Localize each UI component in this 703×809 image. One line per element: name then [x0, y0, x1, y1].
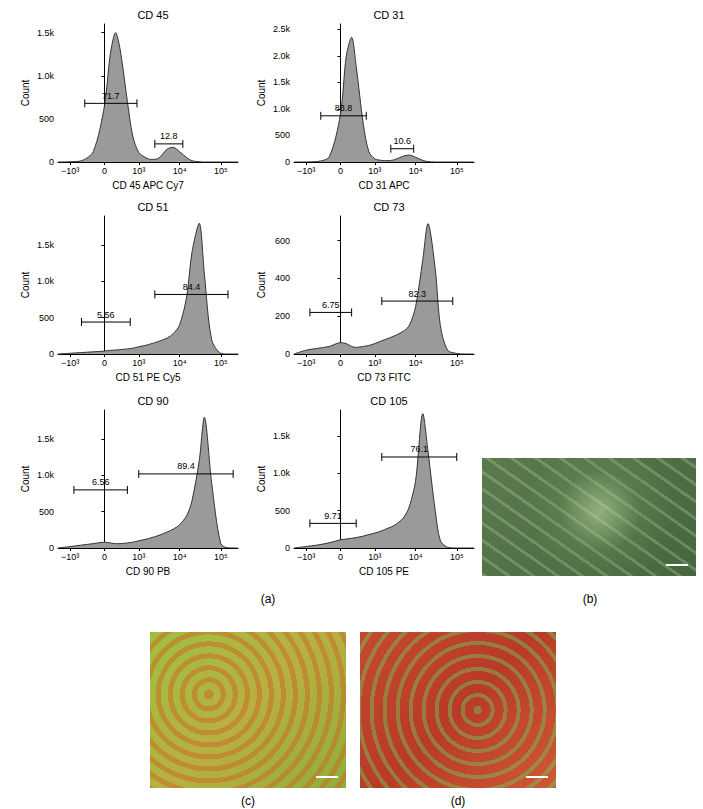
svg-text:82.3: 82.3: [409, 289, 427, 299]
svg-text:71.7: 71.7: [102, 91, 120, 101]
svg-text:CD 51 PE Cy5: CD 51 PE Cy5: [115, 372, 180, 383]
svg-text:1.5k: 1.5k: [273, 431, 291, 441]
svg-text:10³: 10³: [368, 552, 381, 562]
svg-text:Count: Count: [256, 465, 267, 492]
svg-text:10⁵: 10⁵: [450, 166, 464, 176]
svg-text:10⁴: 10⁴: [173, 358, 187, 368]
svg-text:76.1: 76.1: [411, 444, 429, 454]
svg-text:500: 500: [39, 507, 54, 517]
svg-text:CD 45 APC Cy7: CD 45 APC Cy7: [112, 180, 184, 191]
svg-text:0: 0: [338, 358, 343, 368]
svg-text:Count: Count: [256, 271, 267, 298]
svg-text:−10³: −10³: [61, 358, 79, 368]
svg-text:Count: Count: [20, 79, 31, 106]
svg-text:0: 0: [102, 358, 107, 368]
svg-text:10³: 10³: [132, 166, 145, 176]
svg-text:1.0k: 1.0k: [273, 104, 291, 114]
svg-text:500: 500: [275, 506, 290, 516]
svg-text:0: 0: [49, 349, 54, 359]
svg-text:CD 90: CD 90: [137, 395, 168, 407]
svg-text:−10³: −10³: [297, 166, 315, 176]
svg-text:10⁴: 10⁴: [173, 552, 187, 562]
svg-text:1.5k: 1.5k: [37, 240, 55, 250]
html-text:(b): (b): [582, 592, 598, 606]
svg-text:0: 0: [285, 349, 290, 359]
svg-text:10⁴: 10⁴: [409, 552, 423, 562]
html-text:(d): (d): [450, 794, 466, 808]
html-text:(a): (a): [260, 592, 276, 606]
svg-text:10⁵: 10⁵: [214, 552, 228, 562]
svg-text:400: 400: [275, 273, 290, 283]
svg-text:0: 0: [49, 543, 54, 553]
svg-text:84.4: 84.4: [183, 282, 201, 292]
svg-text:0: 0: [102, 552, 107, 562]
svg-text:0: 0: [49, 157, 54, 167]
svg-text:10⁴: 10⁴: [409, 358, 423, 368]
html-text:(c): (c): [241, 794, 255, 808]
svg-text:10.6: 10.6: [393, 136, 411, 146]
svg-text:10³: 10³: [368, 358, 381, 368]
svg-text:Count: Count: [20, 271, 31, 298]
svg-text:0: 0: [285, 543, 290, 553]
svg-text:CD 45: CD 45: [137, 9, 168, 21]
svg-text:0: 0: [285, 157, 290, 167]
svg-text:CD 51: CD 51: [137, 201, 168, 213]
svg-text:1.0k: 1.0k: [37, 470, 55, 480]
svg-text:−10³: −10³: [297, 358, 315, 368]
svg-text:500: 500: [39, 313, 54, 323]
svg-text:CD 90 PB: CD 90 PB: [126, 566, 171, 577]
svg-text:1.0k: 1.0k: [273, 468, 291, 478]
svg-text:CD 73 FITC: CD 73 FITC: [357, 372, 410, 383]
svg-text:10⁵: 10⁵: [450, 552, 464, 562]
svg-text:6.56: 6.56: [92, 477, 110, 487]
svg-text:12.8: 12.8: [160, 131, 178, 141]
svg-text:10⁴: 10⁴: [173, 166, 187, 176]
svg-text:200: 200: [275, 311, 290, 321]
svg-text:500: 500: [275, 130, 290, 140]
svg-text:10⁵: 10⁵: [214, 166, 228, 176]
svg-text:2.5k: 2.5k: [273, 24, 291, 34]
svg-text:89.4: 89.4: [177, 461, 195, 471]
svg-text:1.0k: 1.0k: [37, 71, 55, 81]
svg-text:10⁴: 10⁴: [409, 166, 423, 176]
svg-text:0: 0: [338, 552, 343, 562]
svg-text:83.8: 83.8: [335, 103, 353, 113]
svg-text:Count: Count: [256, 79, 267, 106]
svg-text:−10³: −10³: [61, 166, 79, 176]
svg-text:CD 31: CD 31: [373, 9, 404, 21]
svg-text:−10³: −10³: [297, 552, 315, 562]
svg-text:10³: 10³: [132, 358, 145, 368]
svg-text:600: 600: [275, 236, 290, 246]
svg-text:10³: 10³: [368, 166, 381, 176]
svg-text:10⁵: 10⁵: [214, 358, 228, 368]
svg-text:1.5k: 1.5k: [273, 77, 291, 87]
svg-text:CD 105: CD 105: [370, 395, 407, 407]
svg-text:0: 0: [338, 166, 343, 176]
svg-text:CD 105 PE: CD 105 PE: [359, 566, 409, 577]
svg-text:6.75: 6.75: [322, 300, 340, 310]
svg-text:10⁵: 10⁵: [450, 358, 464, 368]
svg-text:Count: Count: [20, 465, 31, 492]
svg-text:10³: 10³: [132, 552, 145, 562]
svg-text:5.56: 5.56: [97, 310, 115, 320]
svg-text:500: 500: [39, 114, 54, 124]
svg-text:9.71: 9.71: [324, 511, 342, 521]
svg-text:1.0k: 1.0k: [37, 276, 55, 286]
svg-text:CD 31 APC: CD 31 APC: [358, 180, 409, 191]
svg-text:1.5k: 1.5k: [37, 434, 55, 444]
svg-text:1.5k: 1.5k: [37, 28, 55, 38]
svg-text:−10³: −10³: [61, 552, 79, 562]
svg-text:2.0k: 2.0k: [273, 51, 291, 61]
svg-text:0: 0: [102, 166, 107, 176]
svg-text:CD 73: CD 73: [373, 201, 404, 213]
